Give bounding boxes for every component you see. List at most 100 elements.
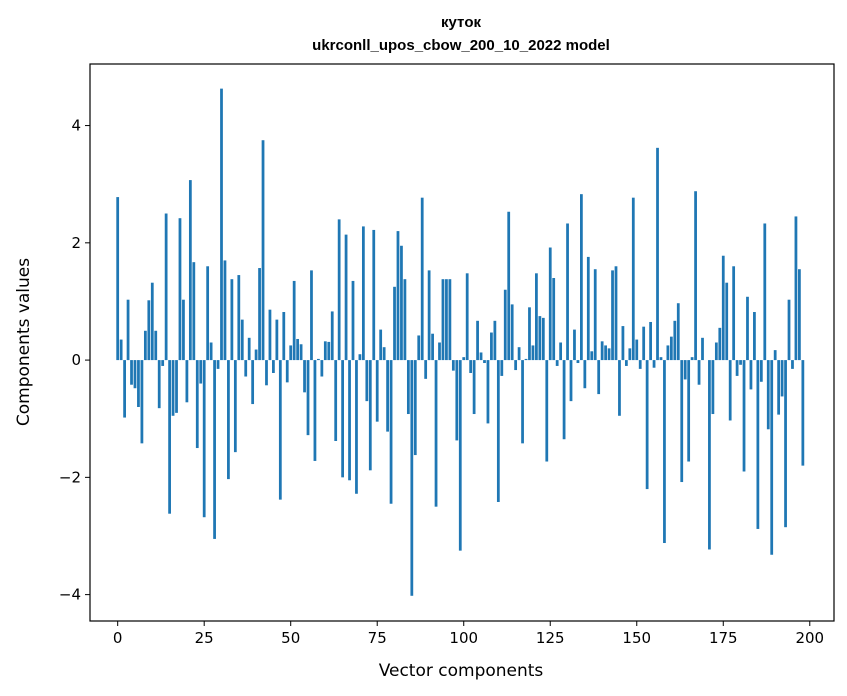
bar-43 [265, 360, 268, 386]
bar-96 [448, 279, 452, 361]
y-axis-ticks: −4 −2 0 2 4 [59, 117, 90, 604]
bar-series [116, 88, 805, 596]
bar-185 [756, 360, 760, 529]
bar-59 [320, 360, 324, 377]
bar-11 [154, 330, 158, 361]
bar-166 [690, 357, 694, 361]
bar-41 [258, 268, 261, 361]
bar-149 [631, 197, 635, 361]
bar-50 [289, 345, 293, 361]
bar-60 [323, 341, 327, 361]
bar-78 [386, 360, 389, 432]
bar-132 [573, 329, 576, 361]
bar-80 [393, 286, 396, 361]
bar-186 [759, 360, 763, 382]
bar-0 [116, 197, 120, 361]
bar-153 [645, 360, 649, 490]
bar-72 [365, 360, 369, 402]
bar-174 [718, 327, 722, 361]
bar-95 [445, 279, 448, 361]
bar-137 [590, 351, 594, 361]
bar-75 [375, 360, 379, 422]
bar-158 [663, 360, 666, 544]
bar-130 [566, 223, 569, 361]
bar-20 [185, 360, 189, 403]
x-tick-label-50: 50 [281, 629, 300, 647]
bar-8 [143, 330, 147, 361]
bar-123 [541, 317, 545, 361]
bar-126 [552, 278, 556, 361]
bar-128 [559, 342, 563, 361]
chart-subtitle: ukrconll_upos_cbow_200_10_2022 model [312, 37, 610, 54]
bar-109 [493, 320, 497, 361]
bar-151 [638, 360, 642, 369]
bar-76 [379, 329, 383, 361]
bar-92 [434, 360, 438, 507]
bar-90 [427, 270, 431, 361]
bar-189 [770, 360, 774, 555]
bar-62 [330, 311, 334, 361]
bar-157 [659, 357, 663, 361]
bar-165 [687, 360, 691, 462]
bar-21 [188, 180, 192, 361]
bar-2 [123, 360, 126, 418]
bar-13 [161, 360, 165, 366]
bar-10 [150, 282, 154, 361]
bar-38 [247, 337, 251, 361]
bar-127 [555, 360, 559, 366]
bar-125 [548, 247, 552, 361]
bar-87 [417, 335, 421, 361]
bar-29 [216, 360, 220, 369]
bar-64 [337, 219, 341, 361]
bar-56 [310, 270, 313, 361]
bar-182 [746, 296, 749, 361]
bar-177 [728, 360, 732, 421]
bar-45 [272, 360, 275, 373]
bar-195 [791, 360, 794, 369]
bar-100 [462, 357, 466, 361]
bar-118 [524, 358, 528, 361]
bar-160 [669, 336, 673, 361]
bar-30 [220, 88, 223, 361]
bar-181 [742, 360, 746, 472]
bar-163 [680, 360, 684, 483]
bar-32 [227, 360, 230, 480]
bar-37 [244, 360, 248, 377]
bar-115 [514, 360, 518, 371]
bar-23 [195, 360, 199, 449]
x-tick-label-200: 200 [795, 629, 824, 647]
bar-168 [697, 360, 701, 385]
bar-147 [624, 360, 628, 366]
bar-4 [130, 360, 133, 385]
bar-178 [732, 266, 736, 361]
bar-39 [251, 360, 255, 405]
bar-124 [545, 360, 549, 462]
bar-176 [725, 282, 729, 361]
bar-26 [206, 266, 210, 361]
bar-193 [784, 360, 787, 528]
bar-7 [140, 360, 144, 444]
bar-93 [438, 342, 441, 361]
chart-title: кутoк [441, 14, 482, 31]
bar-53 [299, 344, 303, 361]
bar-106 [483, 360, 486, 364]
bar-154 [649, 321, 652, 361]
bar-197 [798, 269, 801, 361]
bar-190 [773, 350, 777, 361]
bar-116 [517, 347, 521, 361]
bar-19 [182, 299, 185, 361]
bar-27 [209, 342, 213, 361]
bar-52 [296, 338, 300, 361]
bar-54 [303, 360, 306, 393]
bar-48 [282, 312, 286, 361]
bar-82 [400, 245, 403, 361]
bar-117 [521, 360, 524, 444]
bar-86 [413, 360, 417, 456]
bar-74 [372, 229, 376, 361]
bar-146 [621, 326, 625, 361]
bar-180 [739, 360, 742, 365]
bar-70 [358, 354, 362, 361]
bar-172 [711, 360, 715, 415]
bar-108 [490, 332, 493, 361]
bar-119 [528, 307, 531, 361]
